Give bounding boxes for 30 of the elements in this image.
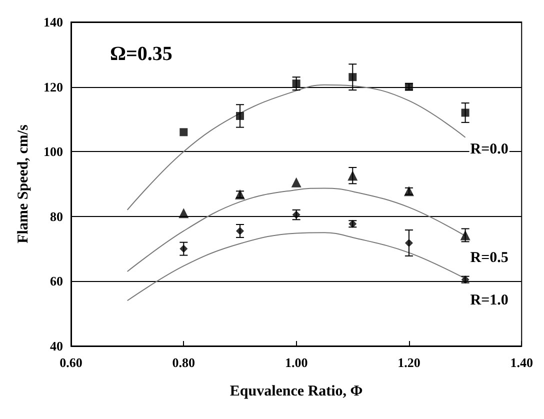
series-label: R=0.0 bbox=[470, 141, 508, 158]
y-tick-label: 40 bbox=[50, 338, 63, 354]
point bbox=[180, 244, 188, 253]
point bbox=[348, 73, 357, 82]
y-tick-label: 140 bbox=[44, 14, 63, 30]
series-label: R=1.0 bbox=[470, 292, 508, 309]
point bbox=[404, 238, 413, 247]
series-label: R=0.5 bbox=[470, 250, 508, 266]
point bbox=[291, 177, 302, 188]
point bbox=[461, 108, 470, 117]
y-tick-label: 100 bbox=[44, 144, 63, 160]
x-tick-label: 1.00 bbox=[284, 355, 308, 370]
y-tick-label: 120 bbox=[44, 79, 63, 94]
y-tick-label: 80 bbox=[50, 208, 63, 224]
x-tick-label: 0.60 bbox=[60, 355, 82, 370]
point bbox=[460, 230, 470, 240]
point bbox=[178, 208, 189, 218]
x-axis-title: Equvalence Ratio, Φ bbox=[230, 384, 363, 400]
x-tick-label: 1.20 bbox=[398, 355, 420, 370]
point bbox=[348, 170, 358, 181]
point bbox=[292, 80, 300, 88]
x-tick-label: 1.40 bbox=[510, 355, 533, 370]
y-axis-title: Flame Speed, cm/s bbox=[16, 124, 32, 244]
x-tick-label: 0.80 bbox=[172, 355, 196, 370]
point bbox=[236, 112, 244, 120]
point bbox=[180, 128, 188, 136]
annotation: Ω=0.35 bbox=[110, 43, 172, 65]
line-series bbox=[126, 84, 466, 210]
point bbox=[236, 226, 244, 235]
y-tick-label: 60 bbox=[50, 274, 63, 289]
